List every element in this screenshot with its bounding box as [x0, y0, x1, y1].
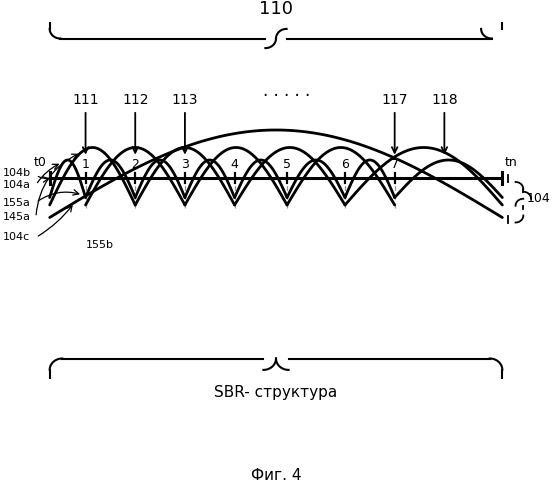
Text: 6: 6 [341, 158, 349, 170]
Text: 3: 3 [181, 158, 189, 170]
Text: 155a: 155a [3, 198, 30, 207]
Text: 4: 4 [231, 158, 238, 170]
Text: 7: 7 [391, 158, 399, 170]
Text: 145a: 145a [3, 212, 31, 222]
Text: 104a: 104a [3, 180, 31, 190]
Text: 2: 2 [131, 158, 139, 170]
Text: 110: 110 [259, 0, 293, 18]
Text: 118: 118 [431, 94, 458, 108]
Text: SBR- структура: SBR- структура [214, 385, 338, 400]
Text: 155b: 155b [86, 240, 114, 250]
Text: 104b: 104b [3, 168, 31, 177]
Text: 113: 113 [172, 94, 198, 108]
Text: Фиг. 4: Фиг. 4 [251, 468, 301, 482]
Text: 104: 104 [527, 192, 551, 205]
Text: tn: tn [505, 156, 518, 168]
Text: 5: 5 [283, 158, 291, 170]
Text: 117: 117 [381, 94, 408, 108]
Text: · · · · ·: · · · · · [263, 87, 311, 105]
Text: 104c: 104c [3, 232, 30, 242]
Text: t0: t0 [34, 156, 47, 168]
Text: 111: 111 [72, 94, 99, 108]
Text: 1: 1 [82, 158, 89, 170]
Text: 112: 112 [122, 94, 148, 108]
